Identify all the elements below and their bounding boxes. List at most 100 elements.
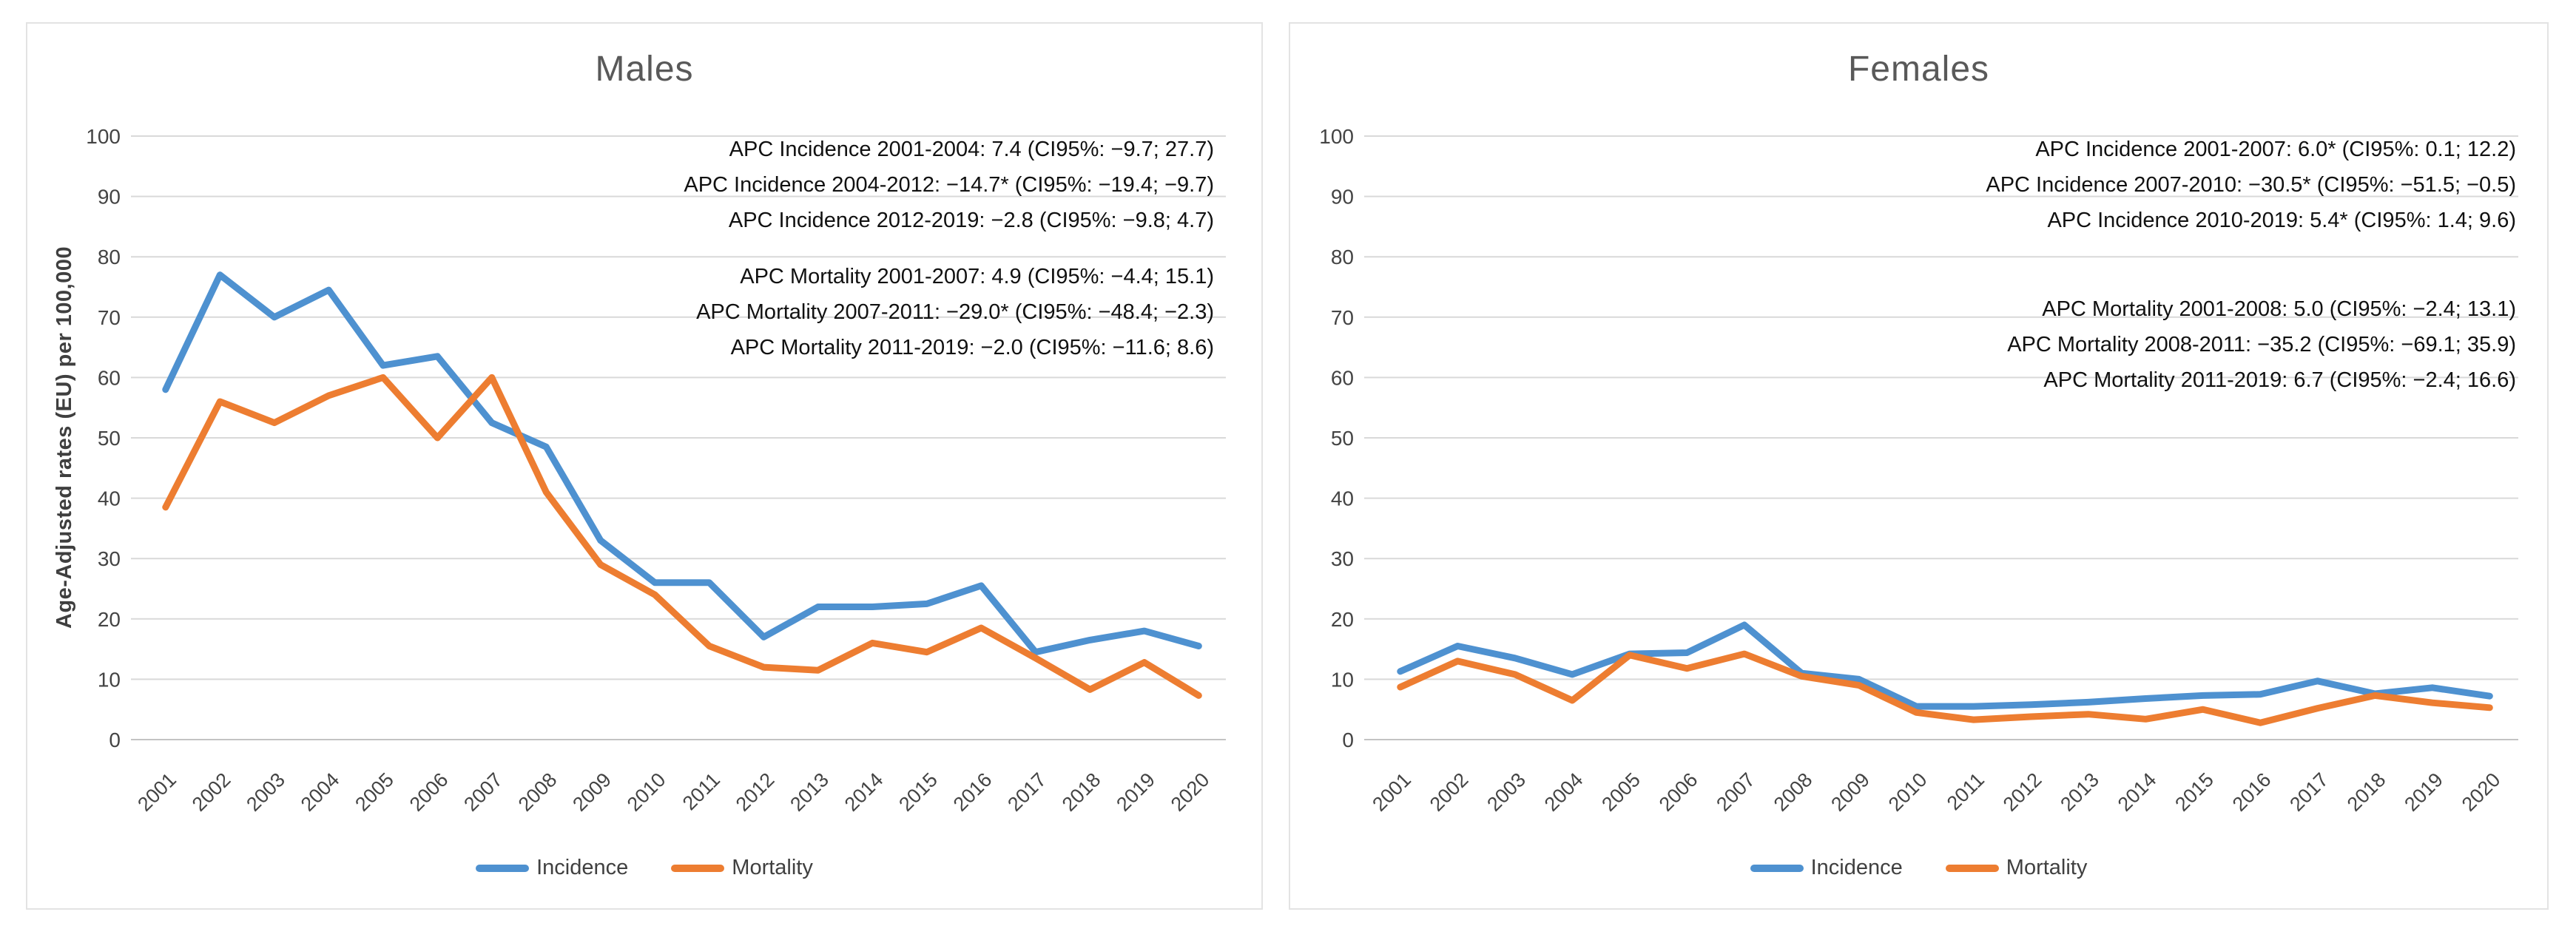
x-tick-label: 2008 bbox=[514, 768, 562, 816]
x-tick-label: 2015 bbox=[2171, 768, 2218, 816]
mortality-line bbox=[1397, 650, 2493, 726]
apc-annotation-line: APC Mortality 2001-2007: 4.9 (CI95%: −4.… bbox=[740, 265, 1214, 288]
males-panel: Males Age-Adjusted rates (EU) per 100,00… bbox=[26, 22, 1263, 910]
males-apc-mortality-annotations: APC Mortality 2001-2007: 4.9 (CI95%: −4.… bbox=[696, 259, 1214, 365]
y-tick-label: 40 bbox=[98, 487, 121, 510]
x-tick-label: 2007 bbox=[459, 768, 507, 816]
y-tick-label: 80 bbox=[98, 246, 121, 268]
y-tick-label: 60 bbox=[1331, 366, 1354, 389]
apc-annotation-line: APC Incidence 2004-2012: −14.7* (CI95%: … bbox=[684, 173, 1214, 197]
x-tick-label: 2019 bbox=[2400, 768, 2447, 816]
legend-label: Incidence bbox=[536, 856, 629, 879]
males-panel-title: Males bbox=[595, 50, 694, 89]
x-tick-label: 2011 bbox=[1943, 768, 1989, 814]
x-tick-label: 2013 bbox=[786, 768, 833, 816]
legend-label: Mortality bbox=[732, 856, 813, 879]
x-tick-label: 2017 bbox=[1003, 768, 1051, 816]
x-tick-label: 2012 bbox=[1999, 768, 2046, 816]
legend-item-incidence: Incidence bbox=[1750, 856, 1903, 880]
x-tick-label: 2009 bbox=[1827, 768, 1874, 816]
apc-annotation-line: APC Incidence 2010-2019: 5.4* (CI95%: 1.… bbox=[2047, 209, 2516, 232]
x-tick-label: 2016 bbox=[2228, 768, 2276, 816]
males-apc-incidence-annotations: APC Incidence 2001-2004: 7.4 (CI95%: −9.… bbox=[684, 132, 1214, 238]
x-tick-label: 2003 bbox=[242, 768, 289, 816]
x-tick-label: 2003 bbox=[1483, 768, 1530, 816]
x-tick-label: 2002 bbox=[1426, 768, 1473, 816]
incidence-line bbox=[162, 271, 1202, 656]
x-tick-label: 2014 bbox=[2114, 768, 2161, 816]
x-tick-label: 2008 bbox=[1770, 768, 1817, 816]
x-tick-label: 2018 bbox=[2343, 768, 2390, 816]
y-tick-label: 70 bbox=[1331, 306, 1354, 329]
x-tick-label: 2020 bbox=[1167, 768, 1214, 816]
females-apc-incidence-annotations: APC Incidence 2001-2007: 6.0* (CI95%: 0.… bbox=[1986, 132, 2516, 238]
y-tick-label: 10 bbox=[1331, 668, 1354, 691]
x-tick-label: 2006 bbox=[405, 768, 453, 816]
apc-annotation-line: APC Incidence 2001-2007: 6.0* (CI95%: 0.… bbox=[2035, 138, 2516, 161]
y-tick-label: 90 bbox=[1331, 186, 1354, 209]
apc-annotation-line: APC Mortality 2011-2019: 6.7 (CI95%: −2.… bbox=[2043, 368, 2516, 392]
males-legend: Incidence Mortality bbox=[27, 856, 1261, 880]
y-tick-label: 50 bbox=[98, 427, 121, 450]
legend-item-incidence: Incidence bbox=[476, 856, 628, 880]
x-tick-label: 2018 bbox=[1058, 768, 1105, 816]
x-tick-label: 2002 bbox=[188, 768, 235, 816]
y-tick-label: 0 bbox=[1342, 729, 1354, 751]
x-tick-label: 2017 bbox=[2285, 768, 2333, 816]
x-tick-label: 2007 bbox=[1712, 768, 1759, 816]
x-tick-label: 2020 bbox=[2458, 768, 2505, 816]
x-tick-label: 2004 bbox=[297, 768, 344, 816]
y-tick-label: 20 bbox=[98, 608, 121, 631]
x-tick-label: 2009 bbox=[568, 768, 616, 816]
legend-label: Mortality bbox=[2006, 856, 2088, 879]
x-tick-label: 2001 bbox=[1368, 768, 1415, 816]
apc-annotation-line: APC Incidence 2012-2019: −2.8 (CI95%: −9… bbox=[728, 209, 1214, 232]
females-legend: Incidence Mortality bbox=[1290, 856, 2547, 880]
x-tick-label: 2011 bbox=[678, 768, 724, 814]
incidence-line-swatch-icon bbox=[1750, 864, 1804, 872]
x-tick-label: 2019 bbox=[1112, 768, 1159, 816]
legend-item-mortality: Mortality bbox=[1945, 856, 2088, 880]
females-panel-title: Females bbox=[1847, 50, 1990, 89]
x-tick-label: 2001 bbox=[133, 768, 181, 816]
x-tick-label: 2013 bbox=[2056, 768, 2103, 816]
mortality-line-swatch-icon bbox=[671, 864, 725, 872]
y-tick-label: 50 bbox=[1331, 427, 1354, 450]
x-tick-label: 2010 bbox=[1884, 768, 1932, 816]
y-tick-label: 10 bbox=[98, 668, 121, 691]
mortality-line bbox=[162, 374, 1202, 699]
females-apc-mortality-annotations: APC Mortality 2001-2008: 5.0 (CI95%: −2.… bbox=[2007, 291, 2516, 398]
legend-item-mortality: Mortality bbox=[671, 856, 813, 880]
apc-annotation-line: APC Mortality 2001-2008: 5.0 (CI95%: −2.… bbox=[2042, 297, 2516, 321]
y-tick-label: 100 bbox=[86, 125, 121, 148]
y-tick-label: 70 bbox=[98, 306, 121, 329]
y-tick-label: 80 bbox=[1331, 246, 1354, 268]
y-tick-label: 60 bbox=[98, 366, 121, 389]
y-tick-label: 0 bbox=[109, 729, 121, 751]
apc-annotation-line: APC Incidence 2007-2010: −30.5* (CI95%: … bbox=[1986, 173, 2516, 197]
incidence-line bbox=[1397, 621, 2493, 710]
incidence-line-swatch-icon bbox=[476, 864, 530, 872]
legend-label: Incidence bbox=[1810, 856, 1903, 879]
x-tick-label: 2012 bbox=[732, 768, 779, 816]
x-tick-label: 2015 bbox=[894, 768, 942, 816]
x-tick-label: 2014 bbox=[840, 768, 888, 816]
y-tick-label: 30 bbox=[98, 547, 121, 570]
x-tick-label: 2005 bbox=[1597, 768, 1645, 816]
y-tick-label: 100 bbox=[1319, 125, 1354, 148]
x-tick-label: 2005 bbox=[351, 768, 398, 816]
y-tick-label: 30 bbox=[1331, 547, 1354, 570]
x-tick-label: 2004 bbox=[1540, 768, 1588, 816]
females-panel: Females 0 10 20 30 40 50 60 70 80 90 100 2001 2002 20… bbox=[1289, 22, 2549, 910]
y-tick-label: 20 bbox=[1331, 608, 1354, 631]
apc-annotation-line: APC Mortality 2008-2011: −35.2 (CI95%: −… bbox=[2007, 333, 2516, 356]
mortality-line-swatch-icon bbox=[1945, 864, 1999, 872]
y-tick-label: 90 bbox=[98, 186, 121, 209]
apc-annotation-line: APC Mortality 2007-2011: −29.0* (CI95%: … bbox=[696, 300, 1214, 324]
x-tick-label: 2006 bbox=[1655, 768, 1702, 816]
x-tick-label: 2010 bbox=[623, 768, 670, 816]
apc-annotation-line: APC Incidence 2001-2004: 7.4 (CI95%: −9.… bbox=[729, 138, 1214, 161]
